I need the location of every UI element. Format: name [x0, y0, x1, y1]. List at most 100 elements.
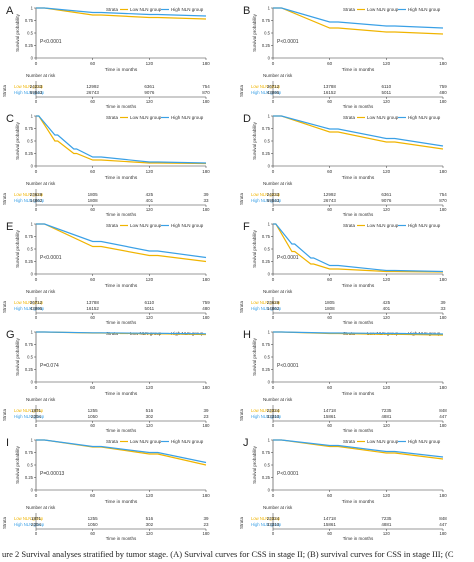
survival-curve-high [36, 7, 207, 17]
x-tick-label: 120 [146, 277, 154, 282]
risk-x-tick-label: 60 [90, 531, 95, 536]
x-tick-label: 180 [439, 277, 447, 282]
risk-value-high: 16152 [86, 306, 99, 311]
risk-x-tick-label: 0 [35, 207, 38, 212]
risk-row-label-high: High NLN group [14, 414, 45, 419]
risk-value-high: 9076 [144, 90, 155, 95]
y-tick-label: 1 [268, 6, 271, 11]
risk-axis-title: Strata [2, 85, 7, 98]
x-tick-label: 180 [202, 169, 210, 174]
risk-value-low: 14718 [323, 408, 336, 413]
y-axis-title: Survival probability [252, 445, 257, 484]
y-tick-label: 0.25 [25, 151, 34, 156]
risk-x-tick-label: 60 [327, 423, 332, 428]
x-tick-label: 60 [90, 61, 96, 66]
x-axis-title: Time in months [105, 499, 138, 505]
risk-x-axis-title: Time in months [343, 104, 374, 109]
risk-value-high: 401 [383, 306, 391, 311]
risk-x-tick-label: 180 [203, 207, 211, 212]
risk-value-high: 33310 [267, 414, 280, 419]
risk-value-low: 1255 [88, 516, 99, 521]
x-tick-label: 180 [439, 493, 447, 498]
panel-letter: F [243, 221, 250, 233]
panel-letter: I [6, 437, 9, 449]
legend-high-label: High NLN group [171, 115, 204, 120]
survival-curve-high [273, 439, 444, 458]
y-tick-label: 0.75 [25, 342, 34, 347]
risk-value-low: 425 [146, 192, 154, 197]
risk-value-high: 1808 [325, 306, 336, 311]
risk-value-low: 759 [439, 84, 447, 89]
survival-curve-high [36, 223, 207, 259]
risk-value-low: 516 [146, 408, 154, 413]
risk-x-axis-title: Time in months [343, 320, 374, 325]
risk-table-title: Number at risk [263, 505, 293, 510]
risk-value-low: 6361 [381, 192, 392, 197]
risk-x-tick-label: 180 [203, 531, 211, 536]
x-tick-label: 120 [383, 61, 391, 66]
risk-table-title: Number at risk [26, 181, 56, 186]
legend-strata-label: Strata [106, 223, 119, 228]
risk-value-high: 401 [146, 198, 154, 203]
y-tick-label: 0.75 [25, 126, 34, 131]
risk-value-high: 447 [439, 522, 447, 527]
legend-high-label: High NLN group [408, 223, 441, 228]
risk-row-label-high: High NLN group [251, 198, 282, 203]
risk-x-tick-label: 180 [203, 423, 211, 428]
risk-axis-title: Strata [239, 85, 244, 98]
y-tick-label: 0.75 [25, 18, 34, 23]
risk-value-low: 7235 [381, 516, 392, 521]
y-tick-label: 0 [268, 380, 271, 385]
risk-x-tick-label: 0 [272, 315, 275, 320]
x-tick-label: 60 [327, 385, 333, 390]
risk-value-low: 39 [203, 408, 209, 413]
risk-x-tick-label: 120 [146, 207, 154, 212]
risk-axis-title: Strata [2, 193, 7, 206]
risk-axis-title: Strata [239, 193, 244, 206]
risk-value-low: 39 [203, 192, 209, 197]
risk-table-title: Number at risk [26, 289, 56, 294]
y-tick-label: 0.25 [25, 43, 34, 48]
panel-g: G Strata Low NLN group High NLN group 0 0.25 0… [2, 329, 210, 433]
x-tick-label: 120 [383, 385, 391, 390]
y-tick-label: 0 [31, 272, 34, 277]
risk-table-title: Number at risk [263, 181, 293, 186]
risk-value-high: 14862 [267, 306, 280, 311]
y-axis-title: Survival probability [15, 445, 20, 484]
risk-value-high: 23 [203, 522, 209, 527]
legend-high-label: High NLN group [408, 439, 441, 444]
risk-x-tick-label: 120 [146, 315, 154, 320]
y-tick-label: 0.75 [262, 342, 271, 347]
risk-x-axis-title: Time in months [106, 536, 137, 541]
panel-letter: H [243, 329, 251, 341]
y-tick-label: 0.5 [264, 463, 270, 468]
panel-letter: B [243, 5, 250, 17]
survival-curve-high [36, 439, 207, 464]
risk-value-high: 5011 [381, 90, 391, 95]
risk-value-high: 15861 [323, 522, 336, 527]
y-tick-label: 1 [31, 222, 34, 227]
y-tick-label: 0.25 [262, 475, 271, 480]
risk-axis-title: Strata [2, 409, 7, 422]
risk-x-axis-title: Time in months [106, 212, 137, 217]
x-axis-title: Time in months [342, 67, 375, 73]
survival-curve-high [273, 7, 444, 29]
y-axis-title: Survival probability [252, 337, 257, 376]
risk-value-high: 33 [440, 306, 446, 311]
risk-value-high: 870 [202, 90, 210, 95]
x-tick-label: 60 [327, 169, 333, 174]
legend-high-label: High NLN group [408, 7, 441, 12]
risk-value-high: 480 [202, 306, 210, 311]
y-tick-label: 1 [31, 330, 34, 335]
risk-value-low: 848 [439, 516, 447, 521]
risk-value-low: 24233 [30, 84, 43, 89]
y-axis-title: Survival probability [252, 121, 257, 160]
risk-value-high: 26743 [323, 198, 336, 203]
legend-strata-label: Strata [106, 115, 119, 120]
risk-value-low: 425 [383, 300, 391, 305]
y-tick-label: 0.5 [27, 31, 33, 36]
risk-axis-title: Strata [2, 301, 7, 314]
panel-a: A Strata Low NLN group High NLN group00.250… [2, 5, 210, 109]
risk-value-high: 15861 [323, 414, 336, 419]
risk-value-high: 302 [146, 414, 154, 419]
